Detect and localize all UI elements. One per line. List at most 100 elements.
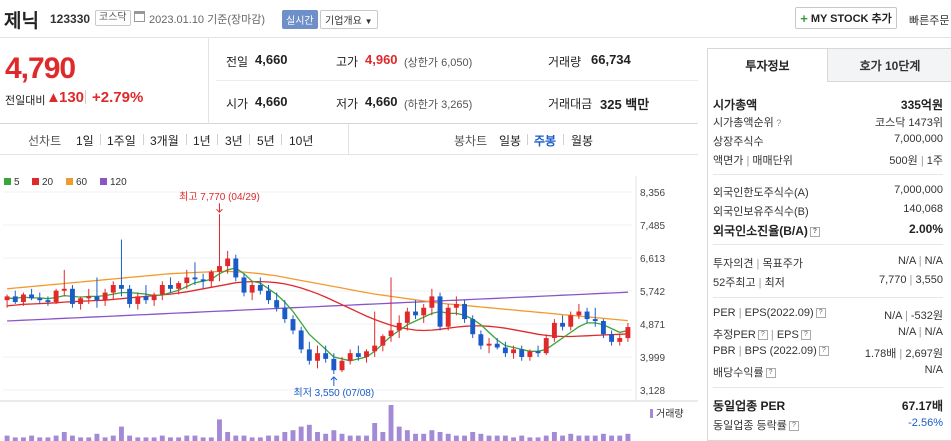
help-icon[interactable]: ? (788, 421, 799, 432)
candle-body (576, 311, 582, 316)
foreign-rate-label: 외국인소진율(B/A) (713, 224, 808, 238)
volume-bar (470, 432, 476, 441)
candle-body (78, 298, 84, 304)
pbr-value: 1.78배 (864, 348, 897, 360)
base-date: 2023.01.10 기준(장마감) (149, 14, 266, 26)
per-label: PER (713, 307, 736, 319)
tab-weekly[interactable]: 주봉 (534, 134, 557, 148)
tab-orderbook[interactable]: 호가 10단계 (828, 49, 951, 82)
tab-5y[interactable]: 5년 (257, 134, 275, 148)
legend-swatch-20 (32, 178, 39, 185)
volume-bar (584, 435, 590, 441)
candle-body (241, 277, 247, 293)
candle-body (217, 266, 222, 272)
candle-body (233, 258, 239, 278)
candle-body (143, 296, 149, 301)
candle-body (69, 288, 75, 304)
unit-value: 1주 (926, 155, 943, 167)
candle-body (453, 303, 459, 308)
volume-bar (421, 433, 427, 441)
help-icon[interactable]: ? (818, 346, 829, 357)
per-value: N/A (884, 310, 902, 322)
volume-legend-swatch (650, 409, 653, 418)
candle-body (413, 311, 418, 316)
divider (208, 38, 209, 124)
volume-bar (298, 426, 304, 441)
tab-1y[interactable]: 1년 (193, 134, 211, 148)
help-icon[interactable]: ? (773, 118, 782, 128)
candle-body (102, 292, 108, 301)
candle-body (560, 322, 566, 327)
volume-bar (576, 435, 582, 441)
tab-investment-info[interactable]: 투자정보 (708, 49, 828, 82)
volume-bar (282, 432, 288, 441)
current-price: 4,790 (5, 52, 76, 85)
low-annotation: 최저 3,550 (07/08) (294, 387, 375, 399)
help-icon[interactable]: ? (815, 308, 826, 319)
investment-info-panel: 투자정보 호가 10단계 시가총액 335억원 시가총액순위 ? 코스닥 147… (707, 48, 951, 441)
volume-bar (94, 433, 100, 441)
tab-10y[interactable]: 10년 (289, 134, 314, 148)
volume-bar (29, 435, 35, 441)
ind-per-label: 동일업종 PER (713, 399, 786, 413)
candle-body (617, 338, 623, 342)
candle-body (372, 345, 378, 352)
pbr-row: PBR | BPS (2022.09)? 1.78배 | 2,697원 (713, 345, 943, 360)
volume-bar (290, 430, 296, 441)
tab-3y[interactable]: 3년 (225, 134, 243, 148)
upper-limit: (상한가 6,050) (404, 57, 473, 69)
y-tick-label: 6,613 (640, 254, 665, 265)
add-mystock-button[interactable]: + MY STOCK 추가 (795, 7, 897, 29)
candle-body (609, 334, 615, 342)
legend-label-20: 20 (42, 177, 54, 188)
ind-rate-row: 동일업종 등락률? -2.56% (713, 415, 943, 433)
volume-bar (568, 433, 574, 441)
foreign-limit-label: 외국인한도주식수(A) (713, 187, 809, 199)
realtime-button[interactable]: 실시간 (282, 10, 318, 29)
help-icon[interactable]: ? (800, 330, 811, 341)
quick-order-link[interactable]: 빠른주문 (909, 15, 950, 27)
foreign-limit-value: 7,000,000 (894, 184, 943, 196)
tab-daily[interactable]: 일봉 (499, 134, 522, 148)
volume-bar (192, 435, 198, 441)
candle-body (511, 349, 517, 354)
help-icon[interactable]: ? (765, 368, 776, 379)
tab-1w[interactable]: 1주일 (107, 134, 136, 148)
tab-monthly[interactable]: 월봉 (571, 134, 594, 148)
tab-1d[interactable]: 1일 (76, 134, 94, 148)
unit-label: 매매단위 (752, 155, 793, 167)
candle-body (323, 353, 329, 359)
legend-label-5: 5 (14, 177, 20, 188)
candle-body (339, 360, 345, 371)
ma60-line (7, 270, 628, 322)
volume-bar (437, 432, 443, 441)
candle-body (421, 307, 427, 316)
div-label: 배당수익률 (713, 367, 764, 379)
volume-bar (494, 435, 500, 441)
corp-info-dropdown[interactable]: 기업개요 ▼ (320, 10, 378, 29)
candle-body (200, 279, 206, 282)
candle-body (225, 258, 231, 267)
candle-body (494, 343, 500, 348)
tab-3m[interactable]: 3개월 (150, 134, 179, 148)
y-tick-label: 4,871 (640, 320, 665, 331)
volume-label: 거래량 (548, 55, 582, 69)
diff-label: 전일대비 (5, 95, 46, 107)
help-icon[interactable]: ? (809, 226, 820, 237)
price-chart[interactable]: 5 20 60 120 8,356 7,485 6,613 5,742 4,871 3,999 3,… (0, 156, 698, 441)
candle-body (437, 296, 443, 327)
candle-body (151, 294, 157, 301)
volume-bar (249, 437, 255, 441)
candle-body (274, 300, 280, 308)
candle-body (396, 322, 402, 331)
candle-body (110, 285, 116, 293)
help-icon[interactable]: ? (757, 330, 768, 341)
legend-swatch-120 (100, 178, 107, 185)
ind-per-row: 동일업종 PER 67.17배 (713, 395, 943, 413)
volume-bar (502, 435, 508, 441)
divider (85, 90, 86, 104)
opinion-value: N/A (897, 255, 916, 267)
est-eps-value: N/A (924, 326, 943, 338)
market-badge: 코스닥 (95, 10, 131, 26)
volume-bar (12, 437, 18, 441)
